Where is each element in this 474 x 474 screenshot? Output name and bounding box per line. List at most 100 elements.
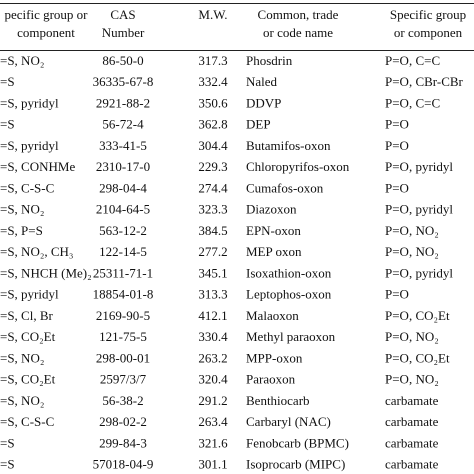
table-cell: 563-12-2 xyxy=(99,223,147,238)
table-cell: P=O, CBr-CBr xyxy=(385,74,464,89)
table-cell: 2310-17-0 xyxy=(96,159,150,174)
header-cell: component xyxy=(17,25,75,40)
table-cell: P=O xyxy=(385,117,409,132)
table-cell: 384.5 xyxy=(198,223,227,238)
table-cell: 2169-90-5 xyxy=(96,308,150,323)
table-cell: 86-50-0 xyxy=(102,53,143,68)
table-cell: =S, P=S xyxy=(0,223,43,238)
table-cell: =S, C-S-C xyxy=(0,414,54,429)
table-cell: =S, NO₂ xyxy=(0,350,44,365)
table-cell: P=O, NO₂ xyxy=(385,372,439,387)
table-cell: P=O, pyridyl xyxy=(385,265,453,280)
table-cell: Isoxathion-oxon xyxy=(246,265,332,280)
table-cell: carbamate xyxy=(385,393,439,408)
table-cell: 321.6 xyxy=(198,435,228,450)
table-cell: 263.4 xyxy=(198,414,228,429)
table-cell: 291.2 xyxy=(198,393,227,408)
table-cell: 18854-01-8 xyxy=(93,287,154,302)
table-cell: P=O, NO₂ xyxy=(385,329,439,344)
table-cell: 412.1 xyxy=(198,308,227,323)
table-cell: Paraoxon xyxy=(246,372,296,387)
table-cell: 304.4 xyxy=(198,138,228,153)
table-cell: =S, pyridyl xyxy=(0,95,59,110)
table-cell: P=O, pyridyl xyxy=(385,202,453,217)
table-cell: Chloropyrifos-oxon xyxy=(246,159,350,174)
table-cell: EPN-oxon xyxy=(246,223,301,238)
table-cell: =S xyxy=(0,457,15,472)
table-cell: P=O, NO₂ xyxy=(385,223,439,238)
table-cell: =S, CONHMe xyxy=(0,159,75,174)
table-cell: P=O, C=C xyxy=(385,95,440,110)
table-cell: =S, NO₂, CH₃ xyxy=(0,244,73,259)
table-cell: 333-41-5 xyxy=(99,138,147,153)
table-cell: P=O, CO₂Et xyxy=(385,350,450,365)
header-cell: Common, trade xyxy=(258,7,339,22)
table-cell: =S, CO₂Et xyxy=(0,329,56,344)
table-cell: Butamifos-oxon xyxy=(246,138,331,153)
table-cell: Leptophos-oxon xyxy=(246,287,332,302)
table-cell: 298-00-01 xyxy=(96,350,150,365)
table-cell: 317.3 xyxy=(198,53,227,68)
header-cell: CAS xyxy=(110,7,135,22)
table-cell: P=O xyxy=(385,180,409,195)
header-cell: or code name xyxy=(263,25,333,40)
header-cell: Specific group xyxy=(390,7,466,22)
table-cell: Isoprocarb (MIPC) xyxy=(246,457,345,472)
table-cell: 57018-04-9 xyxy=(93,457,154,472)
table-cell: 122-14-5 xyxy=(99,244,147,259)
table-cell: 229.3 xyxy=(198,159,227,174)
table-cell: =S, pyridyl xyxy=(0,287,59,302)
table-cell: 345.1 xyxy=(198,265,227,280)
table-cell: 2104-64-5 xyxy=(96,202,150,217)
table-cell: 350.6 xyxy=(198,95,228,110)
table-cell: Cumafos-oxon xyxy=(246,180,324,195)
table-cell: =S, NO₂ xyxy=(0,53,44,68)
table-cell: 362.8 xyxy=(198,117,227,132)
table-cell: P=O, pyridyl xyxy=(385,159,453,174)
table-cell: MPP-oxon xyxy=(246,350,303,365)
table-cell: P=O xyxy=(385,287,409,302)
header-cell: M.W. xyxy=(198,7,227,22)
table-cell: 298-02-2 xyxy=(99,414,147,429)
table-cell: 2597/3/7 xyxy=(100,372,147,387)
table-cell: =S xyxy=(0,117,15,132)
table-cell: carbamate xyxy=(385,414,439,429)
table-cell: 25311-71-1 xyxy=(93,265,153,280)
header-cell: Number xyxy=(102,25,145,40)
table-cell: 313.3 xyxy=(198,287,227,302)
table-cell: =S xyxy=(0,74,15,89)
table-cell: DEP xyxy=(246,117,271,132)
table-cell: =S, NO₂ xyxy=(0,393,44,408)
table-cell: =S, pyridyl xyxy=(0,138,59,153)
table-cell: DDVP xyxy=(246,95,281,110)
table-cell: Phosdrin xyxy=(246,53,293,68)
table-cell: 2921-88-2 xyxy=(96,95,150,110)
table-cell: carbamate xyxy=(385,435,439,450)
table-cell: P=O, C=C xyxy=(385,53,440,68)
table-cell: Diazoxon xyxy=(246,202,297,217)
table-cell: 332.4 xyxy=(198,74,228,89)
table-cell: 36335-67-8 xyxy=(93,74,154,89)
table-cell: Carbaryl (NAC) xyxy=(246,414,331,429)
table-cell: 298-04-4 xyxy=(99,180,147,195)
header-cell: or componen xyxy=(394,25,463,40)
table-cell: 56-72-4 xyxy=(102,117,144,132)
table-cell: =S, CO₂Et xyxy=(0,372,56,387)
table-cell: Benthiocarb xyxy=(246,393,310,408)
table-cell: 274.4 xyxy=(198,180,228,195)
table-cell: 301.1 xyxy=(198,457,227,472)
table-cell: =S, NHCH (Me)₂ xyxy=(0,265,92,280)
table-cell: 121-75-5 xyxy=(99,329,147,344)
header-cell: pecific group or xyxy=(4,7,88,22)
table-cell: P=O, NO₂ xyxy=(385,244,439,259)
table-cell: Fenobcarb (BPMC) xyxy=(246,435,349,450)
table-cell: =S, C-S-C xyxy=(0,180,54,195)
table-cell: 323.3 xyxy=(198,202,227,217)
table-cell: 277.2 xyxy=(198,244,227,259)
table-cell: =S xyxy=(0,435,15,450)
table-cell: MEP oxon xyxy=(246,244,302,259)
table-cell: carbamate xyxy=(385,457,439,472)
table-cell: 299-84-3 xyxy=(99,435,147,450)
table-cell: 56-38-2 xyxy=(102,393,143,408)
